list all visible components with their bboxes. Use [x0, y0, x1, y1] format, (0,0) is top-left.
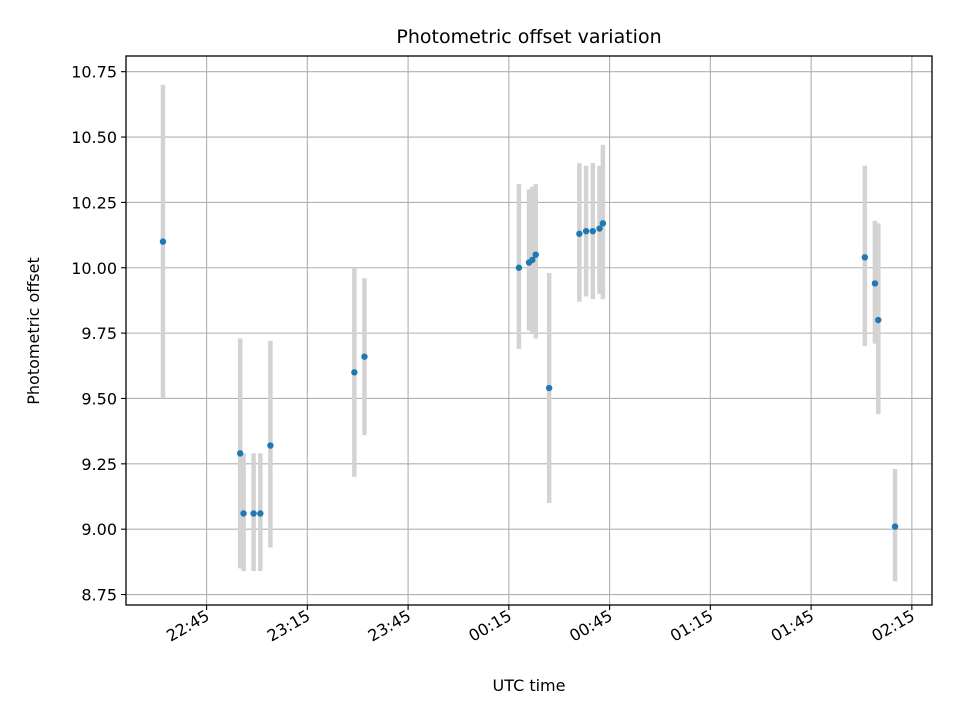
plot-frame [125, 55, 933, 606]
data-point [861, 254, 869, 261]
data-point [576, 230, 583, 237]
data-point [267, 442, 274, 449]
y-axis-ticks: 8.75 9.00 9.25 9.50 9.75 10.00 10.25 10.50 10.75 [71, 63, 126, 605]
data-point [515, 264, 523, 271]
data-point [529, 256, 536, 264]
data-point [875, 316, 882, 324]
y-tick-label: 10.00 [71, 259, 117, 278]
x-axis-label: UTC time [493, 676, 566, 695]
data-point [361, 353, 368, 360]
y-tick-label: 9.00 [81, 520, 117, 539]
data-points [159, 220, 899, 530]
data-point [236, 450, 244, 457]
data-point [589, 227, 597, 235]
data-point [582, 227, 590, 235]
data-point [159, 238, 167, 245]
data-point [257, 510, 264, 517]
y-tick-label: 9.75 [81, 324, 117, 343]
data-point [891, 523, 899, 530]
data-point [240, 510, 247, 517]
y-tick-label: 9.25 [81, 455, 117, 474]
data-point [532, 251, 539, 258]
data-point [545, 384, 553, 392]
y-axis-label: Photometric offset [24, 257, 43, 405]
chart-title: Photometric offset variation [396, 26, 661, 48]
y-tick-label: 8.75 [81, 586, 117, 605]
data-point [250, 510, 257, 517]
y-tick-label: 9.50 [81, 389, 117, 408]
y-tick-label: 10.25 [71, 193, 117, 212]
y-tick-label: 10.75 [71, 63, 117, 82]
data-point [351, 369, 358, 376]
data-point [871, 280, 879, 287]
y-tick-label: 10.50 [71, 128, 117, 147]
data-point [596, 225, 603, 232]
data-point [599, 220, 607, 227]
